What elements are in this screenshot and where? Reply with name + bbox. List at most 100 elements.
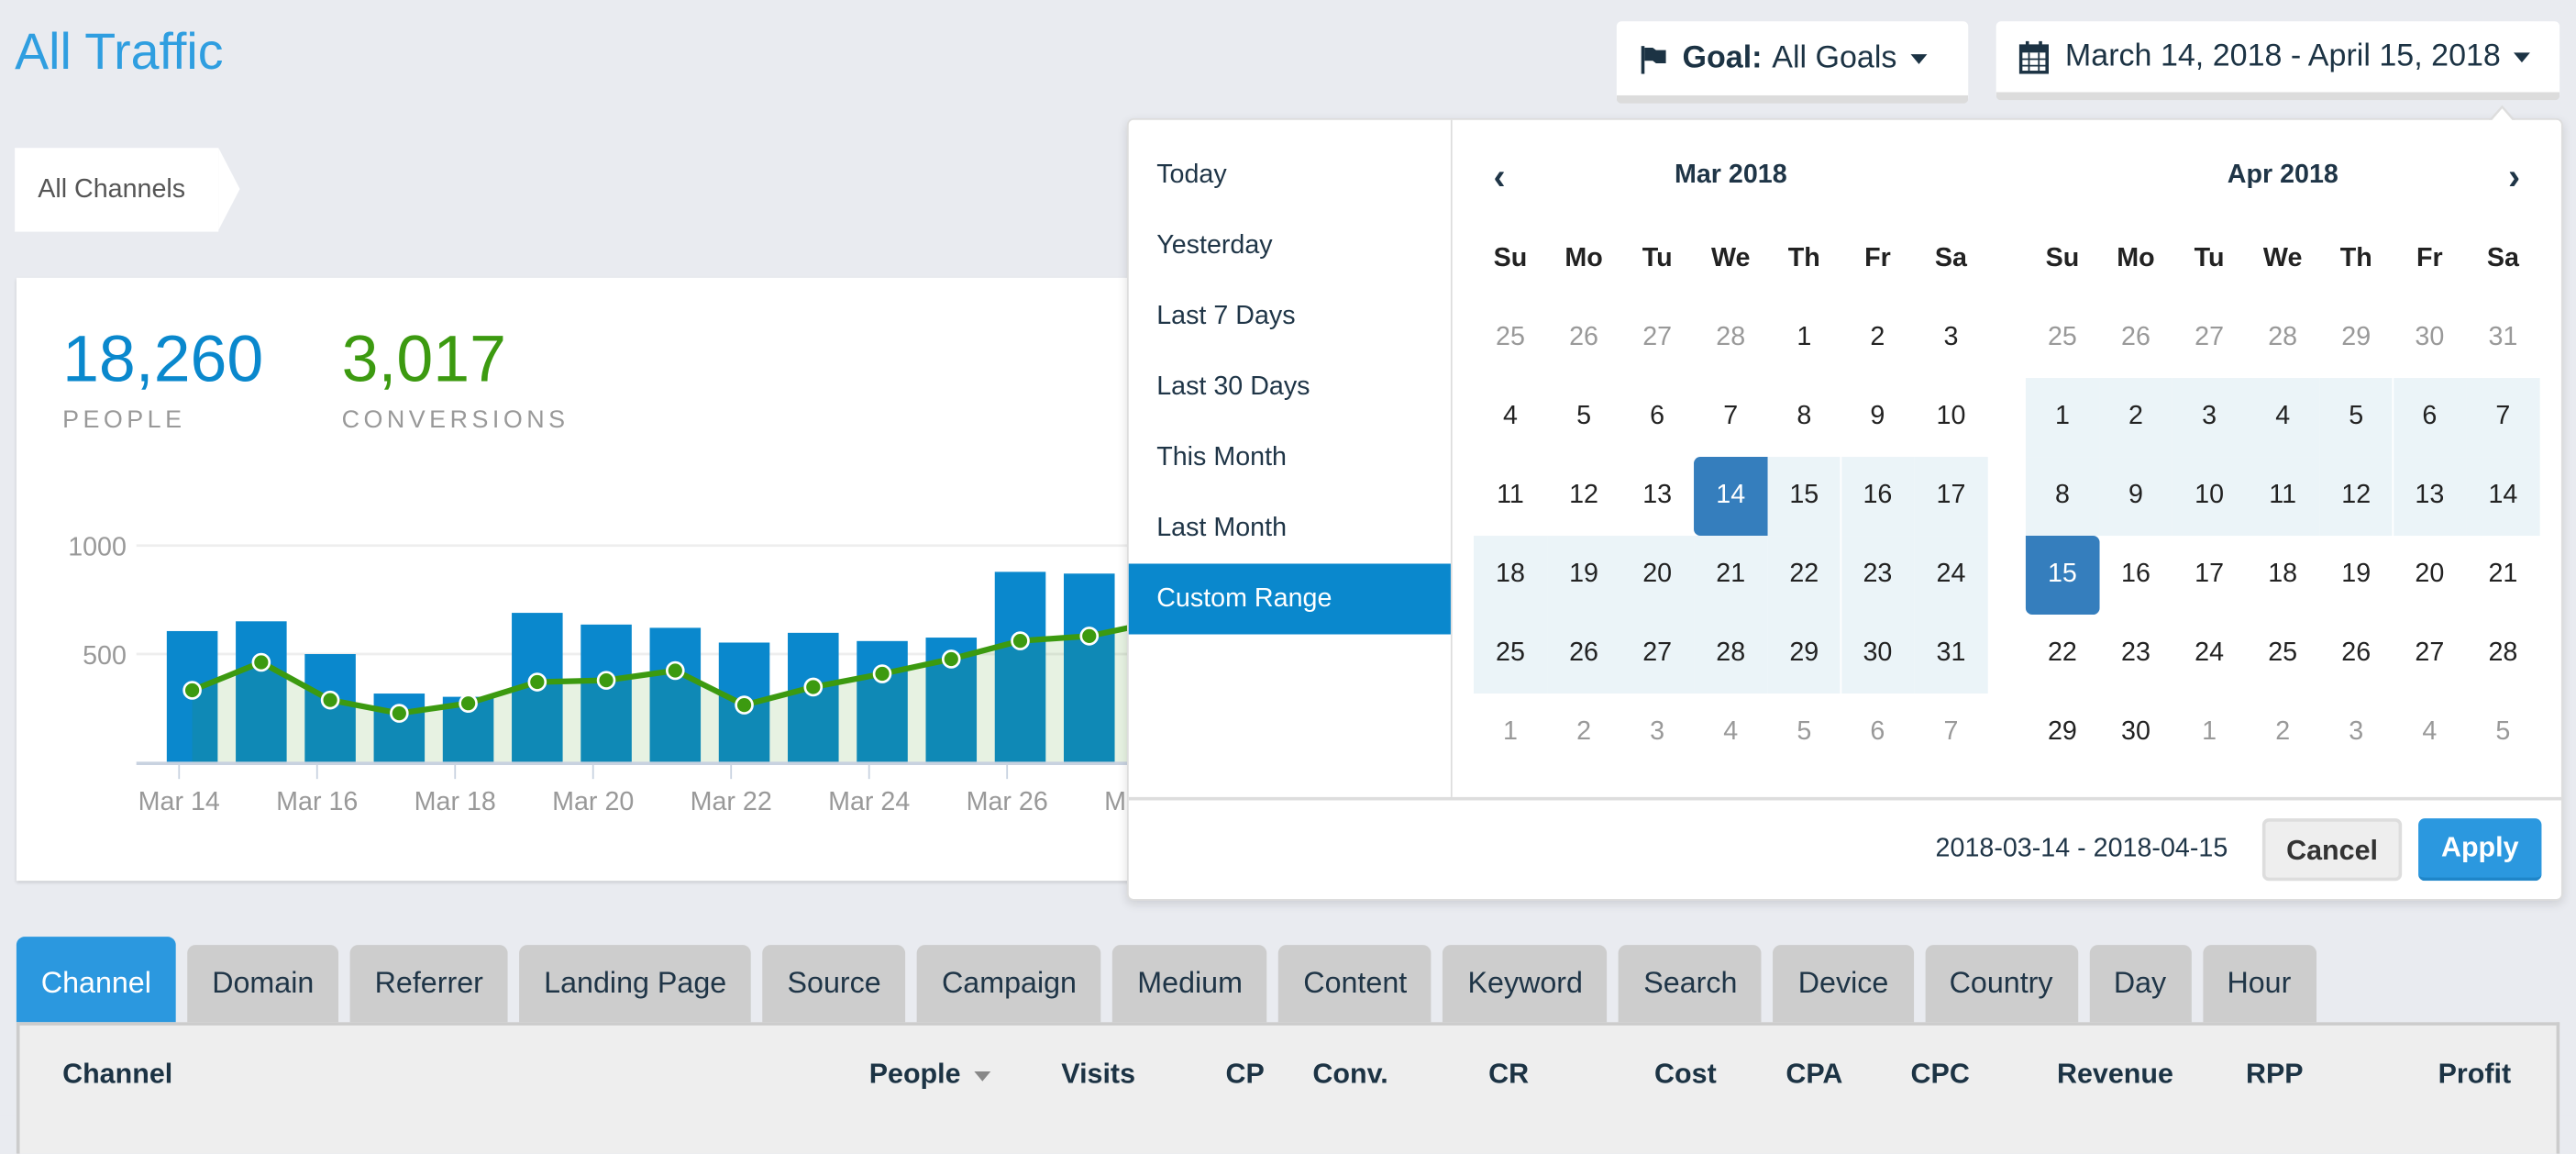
day-cell[interactable]: 12 bbox=[2319, 457, 2394, 537]
day-cell[interactable]: 31 bbox=[1914, 615, 1988, 694]
tab-content[interactable]: Content bbox=[1278, 945, 1432, 1023]
breadcrumb-all-channels[interactable]: All Channels bbox=[15, 148, 240, 232]
range-this-month[interactable]: This Month bbox=[1156, 443, 1287, 472]
day-cell[interactable]: 5 bbox=[2319, 378, 2394, 458]
goal-dropdown[interactable]: Goal: All Goals bbox=[1616, 21, 1969, 104]
day-cell[interactable]: 9 bbox=[1870, 402, 1885, 431]
day-cell[interactable]: 8 bbox=[2025, 457, 2099, 537]
cancel-button[interactable]: Cancel bbox=[2261, 818, 2403, 882]
range-today[interactable]: Today bbox=[1156, 161, 1227, 190]
day-cell[interactable]: 7 bbox=[2466, 378, 2540, 458]
day-cell[interactable]: 2 bbox=[1576, 717, 1592, 747]
day-cell[interactable]: 5 bbox=[1576, 402, 1592, 431]
tab-landing-page[interactable]: Landing Page bbox=[519, 945, 752, 1023]
day-cell[interactable]: 6 bbox=[2393, 378, 2467, 458]
column-header-revenue[interactable]: Revenue bbox=[2056, 1058, 2173, 1090]
tab-country[interactable]: Country bbox=[1924, 945, 2078, 1023]
day-cell[interactable]: 15 bbox=[2025, 536, 2099, 616]
day-cell[interactable]: 6 bbox=[1650, 402, 1665, 431]
column-header-cost[interactable]: Cost bbox=[1654, 1058, 1717, 1090]
column-header-cp[interactable]: CP bbox=[1225, 1058, 1265, 1090]
day-cell[interactable]: 1 bbox=[2202, 717, 2217, 747]
day-cell[interactable]: 18 bbox=[1473, 536, 1548, 616]
column-header-visits[interactable]: Visits bbox=[1061, 1058, 1136, 1090]
day-cell[interactable]: 2 bbox=[2098, 378, 2173, 458]
day-cell[interactable]: 16 bbox=[1841, 457, 1915, 537]
day-cell[interactable]: 6 bbox=[1870, 717, 1885, 747]
day-cell[interactable]: 18 bbox=[2268, 560, 2298, 589]
range-last-7-days[interactable]: Last 7 Days bbox=[1156, 302, 1296, 331]
day-cell[interactable]: 2 bbox=[1870, 323, 1885, 352]
column-header-profit[interactable]: Profit bbox=[2438, 1058, 2512, 1090]
day-cell[interactable]: 12 bbox=[1569, 481, 1598, 510]
day-cell[interactable]: 10 bbox=[2172, 457, 2247, 537]
day-cell[interactable]: 20 bbox=[2415, 560, 2445, 589]
day-cell[interactable]: 1 bbox=[1503, 717, 1518, 747]
day-cell[interactable]: 5 bbox=[1797, 717, 1812, 747]
day-cell[interactable]: 4 bbox=[2422, 717, 2438, 747]
tab-domain[interactable]: Domain bbox=[187, 945, 339, 1023]
day-cell[interactable]: 19 bbox=[2341, 560, 2371, 589]
column-header-rpp[interactable]: RPP bbox=[2245, 1058, 2304, 1090]
day-cell[interactable]: 8 bbox=[1797, 402, 1812, 431]
day-cell[interactable]: 17 bbox=[2195, 560, 2225, 589]
day-cell[interactable]: 27 bbox=[1642, 323, 1673, 352]
day-cell[interactable]: 25 bbox=[1473, 615, 1548, 694]
day-cell[interactable]: 14 bbox=[2466, 457, 2540, 537]
tab-search[interactable]: Search bbox=[1619, 945, 1763, 1023]
day-cell[interactable]: 22 bbox=[1767, 536, 1841, 616]
day-cell[interactable]: 14 bbox=[1694, 457, 1768, 537]
day-cell[interactable]: 23 bbox=[2121, 638, 2150, 668]
day-cell[interactable]: 24 bbox=[2195, 638, 2225, 668]
day-cell[interactable]: 1 bbox=[1797, 323, 1812, 352]
day-cell[interactable]: 3 bbox=[1650, 717, 1665, 747]
column-header-cpa[interactable]: CPA bbox=[1786, 1058, 1843, 1090]
day-cell[interactable]: 30 bbox=[2121, 717, 2150, 747]
tab-medium[interactable]: Medium bbox=[1112, 945, 1267, 1023]
day-cell[interactable]: 11 bbox=[2246, 457, 2320, 537]
day-cell[interactable]: 27 bbox=[1620, 615, 1695, 694]
column-header-channel[interactable]: Channel bbox=[62, 1058, 173, 1090]
day-cell[interactable]: 21 bbox=[2488, 560, 2518, 589]
apply-button[interactable]: Apply bbox=[2418, 818, 2542, 882]
day-cell[interactable]: 7 bbox=[1723, 402, 1739, 431]
day-cell[interactable]: 2 bbox=[2275, 717, 2291, 747]
day-cell[interactable]: 24 bbox=[1914, 536, 1988, 616]
day-cell[interactable]: 30 bbox=[1841, 615, 1915, 694]
tab-device[interactable]: Device bbox=[1773, 945, 1914, 1023]
day-cell[interactable]: 22 bbox=[2047, 638, 2077, 668]
range-last-month[interactable]: Last Month bbox=[1156, 514, 1288, 543]
day-cell[interactable]: 29 bbox=[2047, 717, 2077, 747]
day-cell[interactable]: 28 bbox=[2488, 638, 2518, 668]
day-cell[interactable]: 29 bbox=[2341, 323, 2371, 352]
day-cell[interactable]: 28 bbox=[2268, 323, 2298, 352]
day-cell[interactable]: 27 bbox=[2415, 638, 2445, 668]
day-cell[interactable]: 29 bbox=[1767, 615, 1841, 694]
column-header-conv[interactable]: Conv. bbox=[1312, 1058, 1388, 1090]
day-cell[interactable]: 4 bbox=[2246, 378, 2320, 458]
day-cell[interactable]: 16 bbox=[2121, 560, 2150, 589]
day-cell[interactable]: 27 bbox=[2195, 323, 2225, 352]
day-cell[interactable]: 4 bbox=[1723, 717, 1739, 747]
day-cell[interactable]: 25 bbox=[1496, 323, 1525, 352]
range-yesterday[interactable]: Yesterday bbox=[1156, 231, 1273, 261]
day-cell[interactable]: 19 bbox=[1547, 536, 1621, 616]
column-header-cr[interactable]: CR bbox=[1488, 1058, 1530, 1090]
day-cell[interactable]: 10 bbox=[1936, 402, 1966, 431]
day-cell[interactable]: 21 bbox=[1694, 536, 1768, 616]
day-cell[interactable]: 3 bbox=[2172, 378, 2247, 458]
day-cell[interactable]: 25 bbox=[2047, 323, 2077, 352]
day-cell[interactable]: 28 bbox=[1694, 615, 1768, 694]
column-header-cpc[interactable]: CPC bbox=[1910, 1058, 1970, 1090]
range-custom-range[interactable]: Custom Range bbox=[1128, 563, 1451, 635]
day-cell[interactable]: 11 bbox=[1497, 481, 1524, 510]
tab-channel[interactable]: Channel bbox=[16, 937, 176, 1023]
range-last-30-days[interactable]: Last 30 Days bbox=[1156, 372, 1310, 402]
day-cell[interactable]: 3 bbox=[2349, 717, 2364, 747]
tab-day[interactable]: Day bbox=[2088, 945, 2192, 1023]
tab-keyword[interactable]: Keyword bbox=[1443, 945, 1608, 1023]
day-cell[interactable]: 26 bbox=[2121, 323, 2150, 352]
day-cell[interactable]: 3 bbox=[1943, 323, 1959, 352]
tab-source[interactable]: Source bbox=[762, 945, 906, 1023]
day-cell[interactable]: 23 bbox=[1841, 536, 1915, 616]
